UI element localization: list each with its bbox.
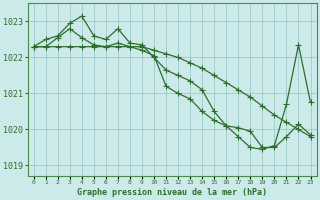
X-axis label: Graphe pression niveau de la mer (hPa): Graphe pression niveau de la mer (hPa) (77, 188, 267, 197)
